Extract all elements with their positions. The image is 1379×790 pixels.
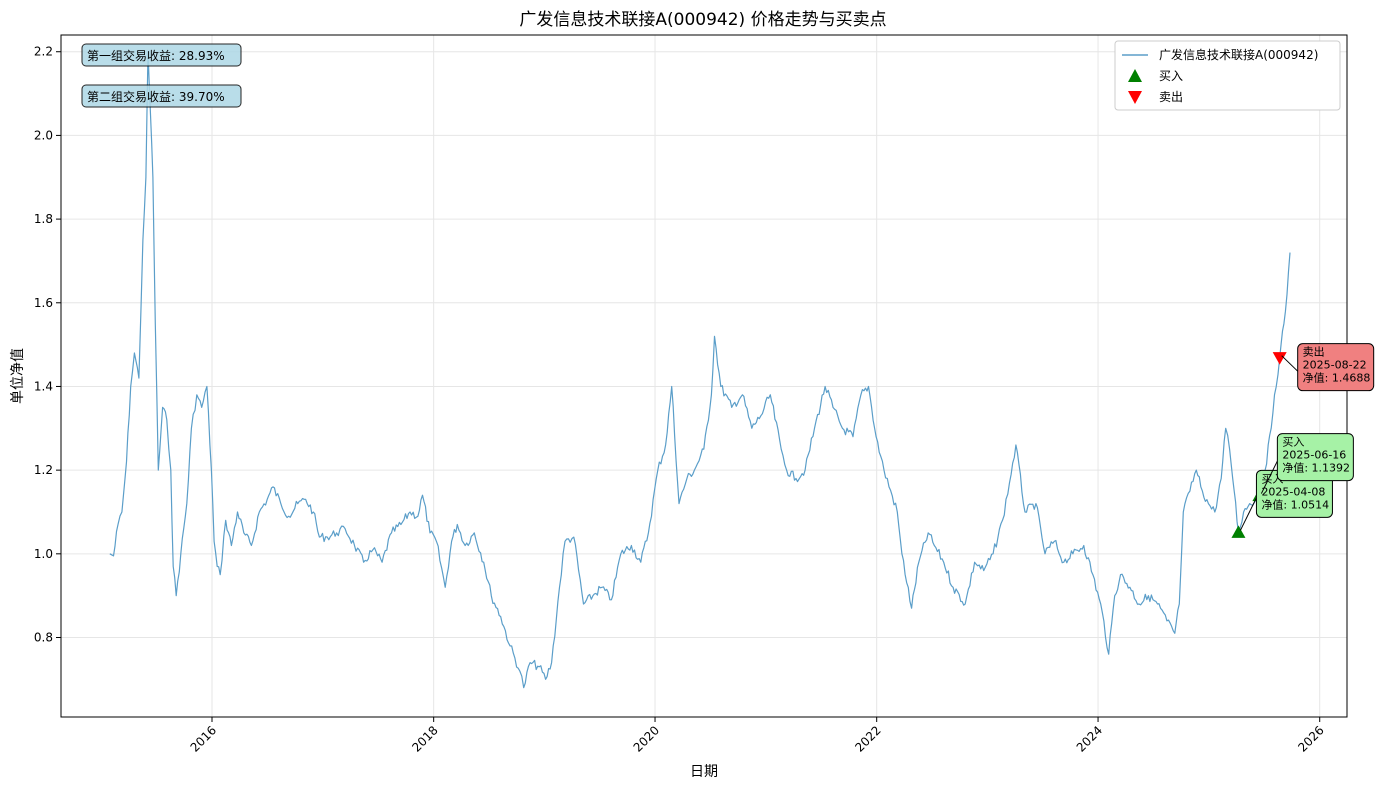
legend-label: 买入 (1159, 69, 1183, 83)
sell-marker (1272, 352, 1287, 365)
annotation-box (1297, 343, 1375, 392)
annotation-arrow (1260, 460, 1278, 494)
plot-frame (60, 34, 1348, 718)
legend-sell-swatch (1128, 91, 1142, 104)
annotation-text: 2025-08-22 (1303, 359, 1367, 372)
x-axis-label: 日期 (690, 764, 718, 780)
x-tick-label: 2020 (631, 723, 662, 754)
x-tick-label: 2018 (409, 723, 440, 754)
annotation-text: 2025-06-16 (1282, 449, 1346, 462)
annotation-text: 净值: 1.0514 (1261, 497, 1329, 511)
y-tick-label: 2.0 (34, 128, 53, 142)
annotation-text: 2025-04-08 (1261, 485, 1325, 498)
legend-buy-swatch (1128, 69, 1142, 82)
legend-label: 广发信息技术联接A(000942) (1159, 47, 1318, 62)
y-axis-label: 单位净值 (10, 348, 26, 404)
grid-lines (61, 35, 1347, 717)
y-axis-ticks: 0.8 1.0 1.2 1.4 1.6 1.8 2.0 2.2 (34, 45, 61, 645)
x-tick-label: 2016 (188, 723, 219, 754)
annotation-text: 卖出 (1303, 345, 1325, 359)
y-tick-label: 1.8 (34, 212, 53, 226)
returns-box (81, 43, 242, 67)
annotation-arrow (1281, 355, 1299, 372)
y-tick-label: 1.0 (34, 547, 53, 561)
y-tick-label: 0.8 (34, 631, 53, 645)
returns-box (81, 84, 242, 108)
y-tick-label: 1.2 (34, 463, 53, 477)
legend-box (1114, 40, 1341, 111)
x-tick-label: 2022 (852, 723, 883, 754)
price-series-line (109, 51, 1291, 689)
returns-boxes: 第一组交易收益: 28.93% 第二组交易收益: 39.70% (81, 43, 242, 108)
annotation-text: 买入 (1282, 436, 1304, 449)
annotation-text: 净值: 1.4688 (1303, 371, 1371, 385)
y-tick-label: 1.6 (34, 296, 53, 310)
returns-text: 第一组交易收益: 28.93% (87, 48, 225, 63)
x-tick-label: 2024 (1074, 723, 1105, 754)
legend-label: 卖出 (1159, 90, 1183, 104)
annotation-arrow (1239, 497, 1257, 531)
annotation-text: 净值: 1.1392 (1282, 461, 1350, 475)
x-axis-ticks: 2016 2018 2020 2022 2024 2026 (188, 717, 1327, 755)
x-tick-label: 2026 (1295, 723, 1326, 754)
y-tick-label: 2.2 (34, 45, 53, 59)
returns-text: 第二组交易收益: 39.70% (87, 89, 225, 104)
chart-title: 广发信息技术联接A(000942) 价格走势与买卖点 (519, 10, 886, 30)
annotation-box (1276, 433, 1354, 482)
buy-marker (1231, 525, 1246, 538)
y-tick-label: 1.4 (34, 379, 53, 393)
